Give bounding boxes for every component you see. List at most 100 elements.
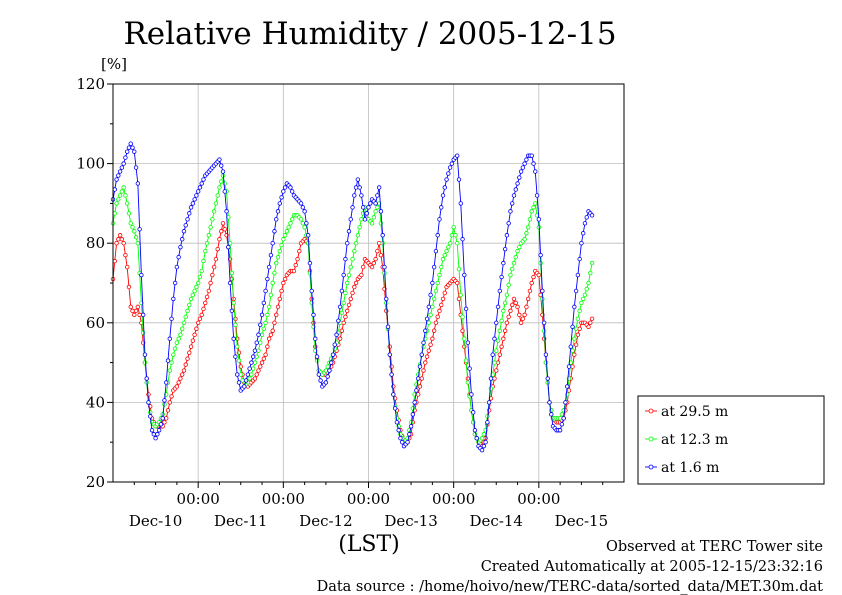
data-point	[492, 360, 497, 365]
data-point	[529, 153, 534, 158]
data-point	[245, 372, 251, 377]
data-point	[433, 320, 439, 325]
data-point	[455, 153, 460, 158]
data-point	[355, 233, 361, 238]
data-point	[236, 358, 242, 363]
data-point	[297, 248, 302, 254]
data-point	[582, 221, 588, 226]
data-point	[439, 302, 444, 308]
data-point	[181, 229, 187, 234]
data-point	[318, 378, 323, 383]
data-point	[350, 205, 355, 210]
data-point	[541, 320, 547, 325]
data-point	[506, 221, 511, 226]
data-point	[462, 336, 467, 341]
data-point	[435, 314, 440, 320]
data-point	[352, 284, 357, 290]
data-point	[511, 193, 517, 198]
data-point	[215, 193, 220, 198]
data-point	[117, 169, 123, 174]
data-point	[499, 318, 504, 324]
data-point	[259, 332, 265, 337]
data-point	[197, 185, 203, 190]
data-point	[515, 181, 520, 186]
data-point	[494, 320, 499, 325]
data-point	[316, 372, 322, 377]
data-point	[132, 149, 137, 154]
data-point	[112, 211, 117, 216]
data-point	[247, 366, 252, 371]
data-point	[190, 201, 196, 206]
legend-swatch-marker	[648, 464, 654, 470]
data-point	[577, 308, 582, 314]
data-point	[181, 368, 187, 373]
x-day-label: Dec-13	[384, 512, 437, 530]
data-point	[305, 233, 311, 238]
data-point	[572, 336, 577, 341]
data-point	[325, 364, 330, 369]
data-point	[112, 258, 117, 264]
data-point	[304, 221, 309, 226]
data-point	[504, 233, 510, 238]
data-point	[520, 316, 526, 322]
data-point	[353, 240, 359, 246]
data-point	[279, 288, 284, 294]
data-point	[380, 233, 385, 238]
data-point	[149, 428, 155, 433]
data-point	[570, 324, 575, 329]
data-point	[329, 360, 334, 365]
data-point	[449, 233, 455, 238]
data-point	[261, 326, 267, 331]
data-point	[272, 270, 277, 276]
data-point	[203, 300, 208, 306]
data-point	[520, 165, 526, 170]
data-point	[252, 360, 258, 365]
data-point	[281, 237, 286, 242]
data-point	[169, 360, 174, 365]
data-point	[348, 264, 353, 270]
data-point	[588, 320, 593, 325]
data-point	[362, 217, 368, 222]
data-point	[314, 354, 320, 359]
legend-entry: at 29.5 m	[645, 404, 728, 420]
data-point	[208, 280, 213, 286]
data-point	[119, 237, 125, 242]
data-point	[536, 272, 542, 278]
data-point	[288, 185, 293, 190]
data-point	[497, 328, 502, 333]
legend-entry: at 1.6 m	[645, 460, 719, 476]
data-point	[525, 225, 531, 230]
data-point	[531, 161, 536, 166]
data-point	[162, 398, 167, 403]
data-point	[185, 308, 190, 314]
data-point	[408, 424, 414, 429]
data-point	[179, 372, 185, 377]
data-point	[419, 352, 424, 357]
data-point	[339, 288, 345, 294]
data-point	[589, 316, 595, 322]
data-point	[513, 254, 518, 260]
data-point	[133, 235, 139, 240]
data-point	[290, 189, 295, 194]
data-point	[197, 274, 203, 280]
data-point	[485, 420, 490, 425]
data-point	[249, 360, 254, 365]
data-point	[300, 205, 306, 210]
data-point	[415, 376, 421, 381]
data-point	[431, 264, 437, 270]
data-point	[144, 376, 149, 381]
data-point	[187, 350, 192, 355]
data-point	[359, 193, 364, 198]
data-point	[130, 308, 135, 314]
data-point	[460, 314, 465, 320]
data-point	[204, 240, 210, 246]
data-point	[130, 145, 135, 150]
data-point	[417, 384, 423, 389]
data-point	[527, 288, 533, 294]
data-point	[290, 217, 295, 222]
data-point	[524, 157, 529, 162]
data-point	[121, 240, 126, 246]
data-point	[572, 352, 577, 357]
data-point	[259, 360, 265, 365]
data-point	[366, 205, 371, 210]
